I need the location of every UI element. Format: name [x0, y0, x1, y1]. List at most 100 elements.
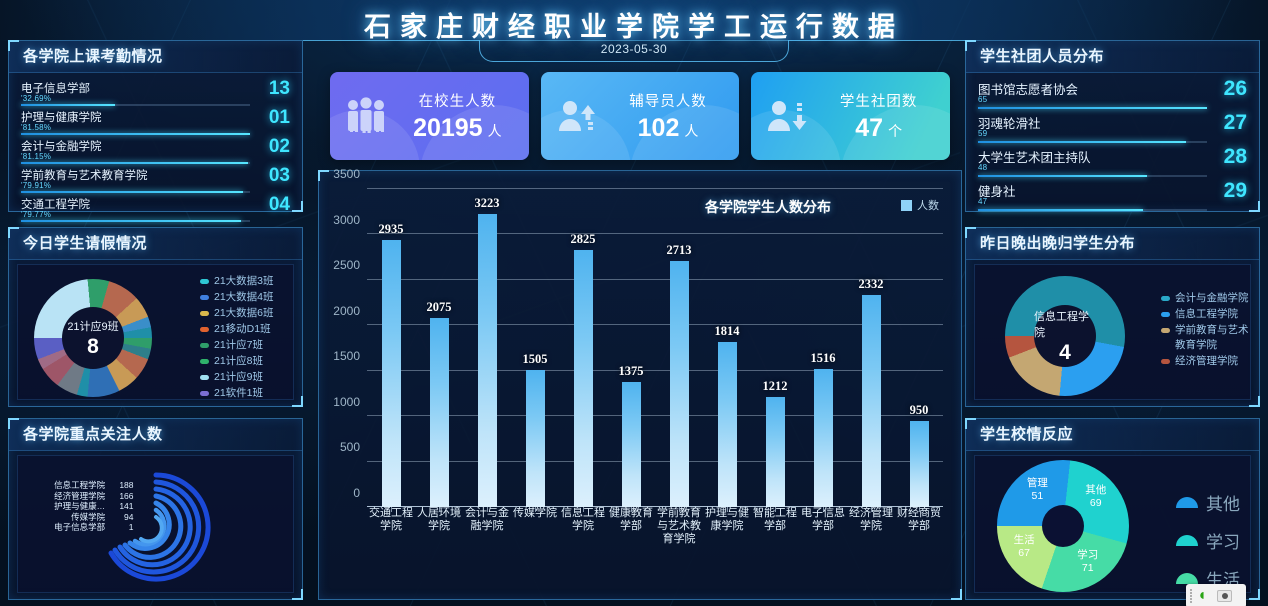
rank-row[interactable]: 电子信息学部 '32.69% 13	[21, 78, 290, 108]
legend-dot	[200, 343, 209, 348]
y-axis-tick: 500	[339, 440, 360, 455]
legend-label: 经济管理学院	[1175, 355, 1238, 367]
legend-dot	[1161, 312, 1170, 317]
leave-legend: 21大数据3班 21大数据4班 21大数据6班 21移动D1班 21计应7班 21计应8班…	[200, 274, 298, 398]
legend-item[interactable]: 21大数据3班	[200, 274, 298, 289]
drag-handle-icon[interactable]	[1190, 589, 1194, 603]
camera-icon[interactable]	[1217, 590, 1232, 602]
legend-item[interactable]: 21计应8班	[200, 354, 298, 369]
focus-radial-chart[interactable]	[81, 457, 231, 597]
rank-row[interactable]: 羽魂轮滑社 59 27	[978, 111, 1247, 147]
floating-toolbar-widget[interactable]: ◖	[1186, 584, 1246, 606]
bar[interactable]	[813, 369, 833, 507]
bar-slot[interactable]: 2713	[655, 189, 703, 512]
legend-item[interactable]: 21计应9班	[200, 370, 298, 385]
rank-row[interactable]: 图书馆志愿者协会 65 26	[978, 77, 1247, 113]
screenshot-icon[interactable]: ◖	[1197, 587, 1207, 604]
kpi-card-row: 在校生人数 20195 人 辅导员人数 102 人	[330, 72, 951, 160]
focus-panel: 各学院重点关注人数 信息工程学院 188 经济管理学院 166 护理与健康… 141…	[8, 418, 303, 600]
slice-value: 51	[1031, 490, 1044, 503]
bar-slot[interactable]: 1814	[703, 189, 751, 512]
x-axis-label: 人居环境学院	[417, 507, 461, 532]
header-notch	[479, 40, 789, 62]
bar-value-label: 2825	[570, 232, 596, 247]
rank-row[interactable]: 护理与健康学院 '81.58% 01	[21, 107, 290, 137]
legend-label: 21移动D1班	[214, 323, 271, 335]
pie-legend-item[interactable]: 其他	[1176, 490, 1240, 515]
legend-item[interactable]: 21计应7班	[200, 338, 298, 353]
bar[interactable]	[621, 382, 641, 507]
legend-item[interactable]: 21大数据4班	[200, 290, 298, 305]
rank-row[interactable]: 大学生艺术团主持队 48 28	[978, 145, 1247, 181]
rank-row[interactable]: 会计与金融学院 '81.15% 02	[21, 136, 290, 166]
rank-track	[21, 220, 250, 222]
bar-slot[interactable]: 1516	[799, 189, 847, 512]
bar-slot[interactable]: 2332	[847, 189, 895, 512]
rank-row[interactable]: 健身社 47 29	[978, 179, 1247, 215]
bar-chart[interactable]: 各学院学生人数分布 人数 0 500 1000 1500 2000 2500 3000 350…	[319, 167, 961, 599]
legend-label: 21大数据3班	[214, 275, 274, 287]
x-axis-label: 学前教育与艺术教育学院	[657, 507, 701, 545]
legend-label: 21软件1班	[214, 387, 264, 398]
late-return-donut-chart[interactable]: 信息工程学院 4	[1005, 276, 1125, 396]
bar[interactable]	[909, 420, 929, 507]
feedback-pie-chart[interactable]: 其他 69 学习 71 生活 67 管理 51	[997, 460, 1129, 592]
rank-fill	[21, 104, 115, 106]
rank-sub: '79.91%	[21, 181, 52, 190]
feedback-pie-ring	[997, 460, 1129, 592]
bar-slot[interactable]: 1212	[751, 189, 799, 512]
kpi-card-student-clubs[interactable]: 学生社团数 47 个	[751, 72, 951, 160]
rank-name: 交通工程学院	[21, 199, 90, 211]
leave-donut-ring: 21计应9班 8	[34, 279, 152, 397]
legend-item[interactable]: 21软件1班	[200, 386, 298, 398]
bar-slot[interactable]: 2825	[559, 189, 607, 512]
y-axis-tick: 3500	[333, 167, 360, 181]
focus-value: 166	[119, 490, 134, 501]
pie-legend-item[interactable]: 学习	[1176, 528, 1240, 553]
gridline: 500	[340, 440, 943, 462]
bar[interactable]	[573, 250, 593, 507]
bar[interactable]	[669, 260, 689, 507]
rank-name: 电子信息学部	[21, 83, 90, 95]
kpi-card-enrolled-students[interactable]: 在校生人数 20195 人	[330, 72, 529, 160]
bar[interactable]	[477, 214, 497, 507]
legend-item[interactable]: 学前教育与艺术教育学院	[1161, 323, 1253, 353]
bar-chart-legend[interactable]: 人数	[901, 197, 939, 213]
kpi-unit: 人	[684, 122, 699, 139]
legend-item[interactable]: 会计与金融学院	[1161, 291, 1253, 306]
attendance-panel-title: 各学院上课考勤情况	[9, 41, 302, 73]
legend-glyph	[1176, 573, 1198, 584]
rank-row[interactable]: 学前教育与艺术教育学院 '79.91% 03	[21, 165, 290, 195]
gridline: 2000	[333, 304, 943, 326]
bar-value-label: 3223	[474, 196, 500, 211]
legend-item[interactable]: 信息工程学院	[1161, 307, 1253, 322]
bar[interactable]	[765, 396, 785, 507]
bar-slot[interactable]: 1505	[511, 189, 559, 512]
bar-slot[interactable]: 3223	[463, 189, 511, 512]
bar-chart-title: 各学院学生人数分布	[705, 199, 831, 215]
legend-swatch	[901, 199, 912, 211]
kpi-text: 辅导员人数 102 人	[613, 90, 740, 143]
rank-row[interactable]: 交通工程学院 '79.77% 04	[21, 194, 290, 224]
focus-label: 信息工程学院 188	[54, 480, 133, 491]
bar-slot[interactable]: 2935	[367, 189, 415, 512]
pie-slice-label: 生活 67	[1002, 534, 1046, 560]
x-axis-label: 信息工程学院	[561, 507, 605, 532]
bar[interactable]	[717, 342, 737, 507]
kpi-card-counselors[interactable]: 辅导员人数 102 人	[540, 72, 740, 160]
late-return-donut-ring: 信息工程学院 4	[1005, 276, 1125, 396]
bar-slot[interactable]: 1375	[607, 189, 655, 512]
legend-item[interactable]: 经济管理学院	[1161, 354, 1253, 369]
bar-slot[interactable]: 950	[895, 189, 943, 512]
attendance-panel: 各学院上课考勤情况 电子信息学部 '32.69% 13 护理与健康学院 '81.58% 0…	[8, 40, 303, 222]
bar-slot[interactable]: 2075	[415, 189, 463, 512]
bar[interactable]	[525, 370, 545, 507]
leave-donut-chart[interactable]: 21计应9班 8	[34, 279, 152, 397]
legend-item[interactable]: 21大数据6班	[200, 306, 298, 321]
y-axis-tick: 2500	[333, 258, 360, 273]
bar[interactable]	[381, 240, 401, 507]
bar[interactable]	[861, 295, 881, 507]
bar-value-label: 1814	[714, 324, 740, 339]
legend-item[interactable]: 21移动D1班	[200, 322, 298, 337]
bar[interactable]	[429, 318, 449, 507]
